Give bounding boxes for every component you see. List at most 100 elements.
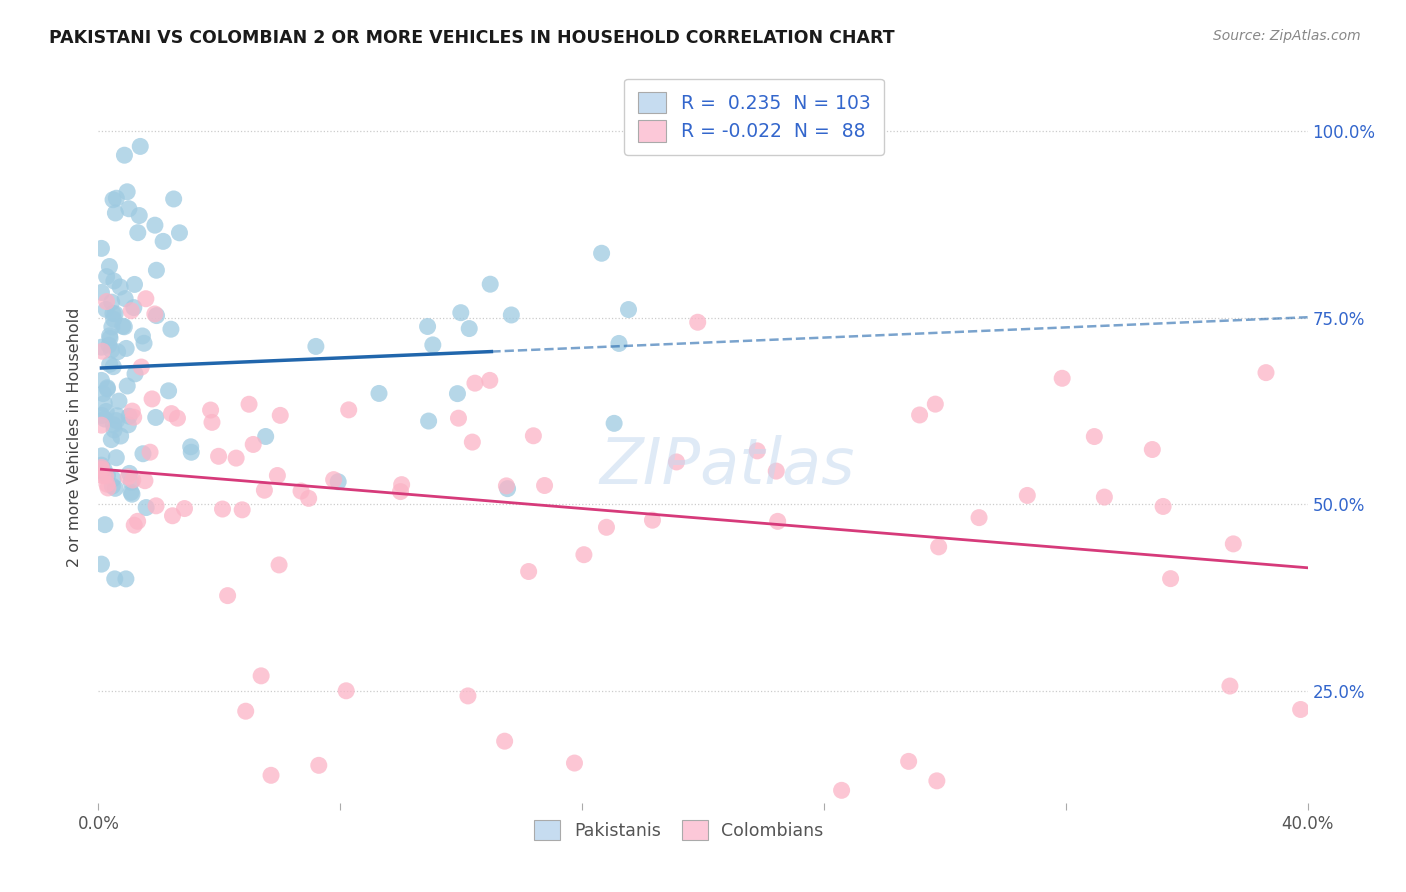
Point — [127, 514, 149, 528]
Point — [533, 478, 555, 492]
Point — [160, 322, 183, 336]
Point — [105, 409, 128, 423]
Point — [122, 518, 145, 533]
Point — [90, 449, 112, 463]
Point — [121, 473, 143, 487]
Point — [145, 309, 167, 323]
Point — [305, 339, 328, 353]
Point — [143, 307, 166, 321]
Point — [1219, 679, 1241, 693]
Point — [173, 501, 195, 516]
Point — [111, 319, 134, 334]
Point — [117, 470, 139, 484]
Point — [180, 440, 202, 454]
Point — [517, 565, 540, 579]
Point — [928, 540, 950, 554]
Point — [105, 414, 128, 428]
Point — [298, 491, 321, 506]
Point — [389, 484, 412, 499]
Point — [127, 226, 149, 240]
Point — [416, 319, 439, 334]
Point — [104, 572, 127, 586]
Point — [104, 206, 127, 220]
Point — [124, 367, 146, 381]
Point — [90, 458, 112, 472]
Point — [128, 209, 150, 223]
Point — [145, 410, 167, 425]
Point — [522, 429, 544, 443]
Point — [118, 409, 141, 424]
Point — [121, 404, 143, 418]
Point — [464, 376, 486, 391]
Point — [446, 386, 468, 401]
Point — [115, 185, 138, 199]
Y-axis label: 2 or more Vehicles in Household: 2 or more Vehicles in Household — [67, 308, 83, 566]
Point — [447, 411, 470, 425]
Point — [131, 329, 153, 343]
Point — [108, 280, 131, 294]
Point — [450, 306, 472, 320]
Point — [90, 464, 112, 478]
Point — [97, 338, 120, 352]
Point — [368, 386, 391, 401]
Point — [105, 191, 128, 205]
Point — [129, 359, 152, 374]
Point — [250, 669, 273, 683]
Point — [478, 373, 501, 387]
Point — [908, 408, 931, 422]
Point — [1050, 371, 1073, 385]
Point — [461, 435, 484, 450]
Point — [207, 450, 229, 464]
Point — [238, 397, 260, 411]
Point — [114, 148, 136, 162]
Point — [94, 302, 117, 317]
Point — [641, 513, 664, 527]
Point — [337, 402, 360, 417]
Point — [120, 475, 142, 490]
Point — [122, 301, 145, 315]
Point — [831, 783, 853, 797]
Point — [93, 462, 115, 476]
Point — [96, 294, 118, 309]
Point — [103, 417, 125, 432]
Point — [120, 485, 142, 500]
Point — [200, 403, 222, 417]
Point — [225, 451, 247, 466]
Point — [1092, 490, 1115, 504]
Point — [94, 517, 117, 532]
Point — [90, 241, 112, 255]
Point — [1289, 702, 1312, 716]
Point — [91, 468, 114, 483]
Point — [90, 340, 112, 354]
Point — [129, 139, 152, 153]
Point — [501, 308, 523, 322]
Point — [1160, 572, 1182, 586]
Point — [98, 260, 121, 274]
Point — [135, 500, 157, 515]
Point — [108, 394, 131, 409]
Point — [145, 263, 167, 277]
Point — [101, 193, 124, 207]
Point — [121, 487, 143, 501]
Point — [479, 277, 502, 292]
Point — [242, 437, 264, 451]
Point — [1017, 488, 1039, 502]
Point — [90, 409, 112, 423]
Point — [308, 758, 330, 772]
Point — [572, 548, 595, 562]
Point — [94, 469, 117, 483]
Point — [124, 277, 146, 292]
Point — [117, 417, 139, 432]
Point — [98, 331, 121, 345]
Point — [217, 589, 239, 603]
Point — [96, 468, 118, 483]
Point — [115, 342, 138, 356]
Text: PAKISTANI VS COLOMBIAN 2 OR MORE VEHICLES IN HOUSEHOLD CORRELATION CHART: PAKISTANI VS COLOMBIAN 2 OR MORE VEHICLE… — [49, 29, 894, 46]
Point — [211, 502, 233, 516]
Point — [897, 755, 920, 769]
Point — [686, 315, 709, 329]
Point — [231, 503, 253, 517]
Point — [290, 484, 312, 499]
Point — [269, 409, 291, 423]
Point — [132, 447, 155, 461]
